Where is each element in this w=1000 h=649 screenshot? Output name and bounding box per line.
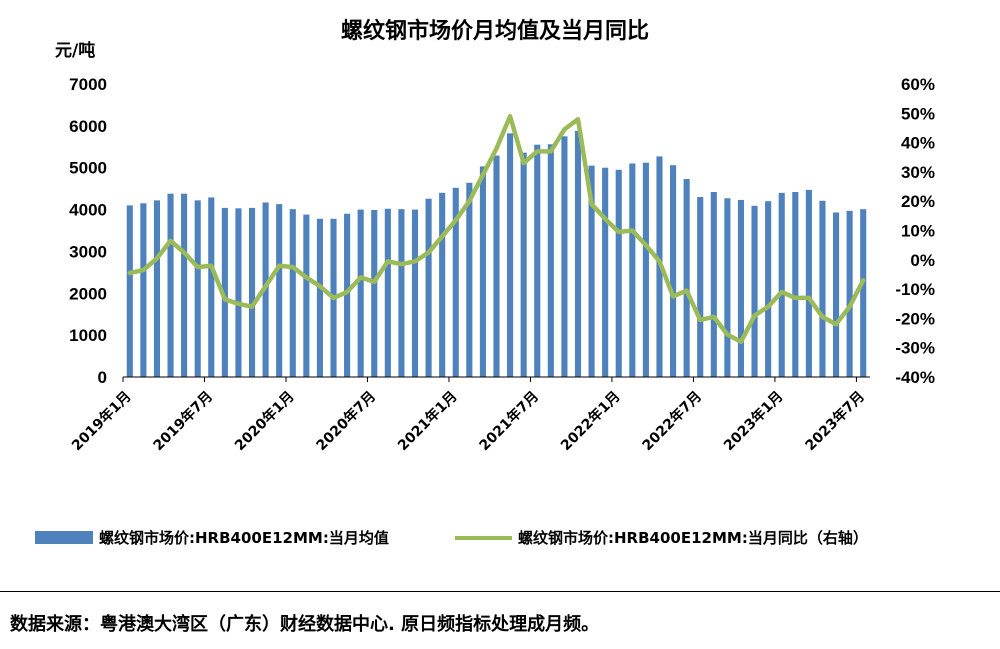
left-tick-label: 5000: [69, 159, 107, 178]
left-tick-label: 2000: [69, 284, 107, 303]
bar: [181, 193, 188, 377]
bar: [398, 209, 405, 377]
left-tick-label: 3000: [69, 242, 107, 261]
bar: [846, 210, 853, 377]
right-tick-label: 50%: [901, 104, 935, 123]
x-tick-label: 2019年7月: [150, 388, 216, 454]
right-axis-ticks: 60% 50% 40% 30% 20% 10% 0% -10% -20% -30% -40%: [895, 75, 935, 387]
right-tick-label: -20%: [895, 309, 935, 328]
bar: [316, 218, 323, 377]
bar: [574, 130, 582, 377]
chart-svg: 螺纹钢市场价月均值及当月同比 元/吨 7000 6000 5000 4000 3000 2…: [35, 18, 935, 547]
bar: [751, 205, 758, 377]
legend: 螺纹钢市场价:HRB400E12MM:当月均值 螺纹钢市场价:HRB400E12…: [35, 529, 868, 547]
bar: [534, 144, 541, 377]
bar: [452, 187, 459, 377]
bar: [126, 205, 133, 377]
bar: [425, 198, 432, 377]
source-footer: 数据来源：粤港澳大湾区（广东）财经数据中心. 原日频指标处理成月频。: [0, 591, 1000, 649]
right-tick-label: -10%: [895, 280, 935, 299]
bar: [371, 209, 378, 377]
bar: [479, 166, 486, 377]
bar: [805, 189, 812, 377]
left-axis-unit: 元/吨: [55, 40, 95, 61]
bar: [248, 207, 256, 377]
bar: [860, 209, 867, 377]
bar: [344, 213, 351, 377]
left-axis-ticks: 7000 6000 5000 4000 3000 2000 1000 0: [69, 75, 107, 387]
right-tick-label: 30%: [901, 163, 935, 182]
bar: [737, 199, 745, 377]
bar: [439, 192, 446, 377]
left-tick-label: 4000: [69, 201, 107, 220]
bar: [507, 133, 514, 377]
bar: [615, 169, 622, 377]
left-tick-label: 1000: [69, 326, 107, 345]
bar: [778, 192, 785, 377]
source-note: 数据来源：粤港澳大湾区（广东）财经数据中心. 原日频指标处理成月频。: [10, 614, 600, 635]
bar: [384, 208, 391, 377]
legend-bar-swatch: [35, 531, 93, 544]
right-tick-label: 20%: [901, 192, 935, 211]
x-tick-label: 2022年1月: [557, 388, 623, 454]
bar: [642, 162, 649, 377]
bar: [493, 155, 500, 377]
x-tick-label: 2020年7月: [313, 388, 379, 454]
bar-series: [126, 130, 867, 377]
bar: [357, 209, 364, 377]
right-tick-label: 40%: [901, 134, 935, 153]
chart-title: 螺纹钢市场价月均值及当月同比: [341, 18, 649, 44]
bar: [289, 209, 296, 377]
bar: [724, 198, 731, 377]
bar: [520, 152, 527, 377]
bar: [153, 200, 161, 377]
bar: [208, 197, 215, 377]
x-tick-label: 2020年1月: [231, 388, 297, 454]
x-tick-label: 2021年7月: [476, 388, 542, 454]
bar: [697, 197, 704, 377]
right-tick-label: -40%: [895, 368, 935, 387]
bar: [167, 193, 174, 377]
bar: [629, 163, 636, 377]
bar: [235, 208, 242, 377]
x-tick-label: 2022年7月: [639, 388, 705, 454]
bar: [411, 209, 419, 377]
yoy-line-series: [127, 113, 866, 345]
left-tick-label: 0: [98, 368, 107, 387]
bar: [710, 191, 717, 377]
bar: [819, 200, 826, 377]
bar: [765, 201, 772, 377]
bar: [561, 136, 568, 377]
left-tick-label: 7000: [69, 75, 107, 94]
x-tick-label: 2021年1月: [394, 388, 460, 454]
x-tick-label: 2019年1月: [68, 388, 134, 454]
right-tick-label: -30%: [895, 339, 935, 358]
bar: [466, 182, 473, 377]
right-tick-label: 10%: [901, 222, 935, 241]
bar: [194, 200, 201, 377]
bar: [832, 212, 840, 377]
legend-bar-label: 螺纹钢市场价:HRB400E12MM:当月均值: [99, 529, 389, 547]
bar: [221, 207, 228, 377]
right-tick-label: 0%: [910, 251, 935, 270]
bar: [140, 203, 147, 377]
x-axis-labels: 2019年1月 2019年7月 2020年1月 2020年7月 2021年1月 2021年…: [68, 388, 868, 454]
bar: [276, 204, 283, 377]
bar: [547, 144, 554, 377]
x-axis-ticks: [122, 377, 857, 382]
left-tick-label: 6000: [69, 117, 107, 136]
bar: [670, 165, 677, 377]
legend-line-label: 螺纹钢市场价:HRB400E12MM:当月同比（右轴）: [518, 529, 868, 547]
right-tick-label: 60%: [901, 75, 935, 94]
bar: [792, 191, 799, 377]
bar: [588, 165, 595, 377]
x-tick-label: 2023年1月: [720, 388, 786, 454]
bar: [683, 179, 690, 377]
bar: [602, 167, 609, 377]
bar: [303, 214, 310, 377]
x-tick-label: 2023年7月: [802, 388, 868, 454]
